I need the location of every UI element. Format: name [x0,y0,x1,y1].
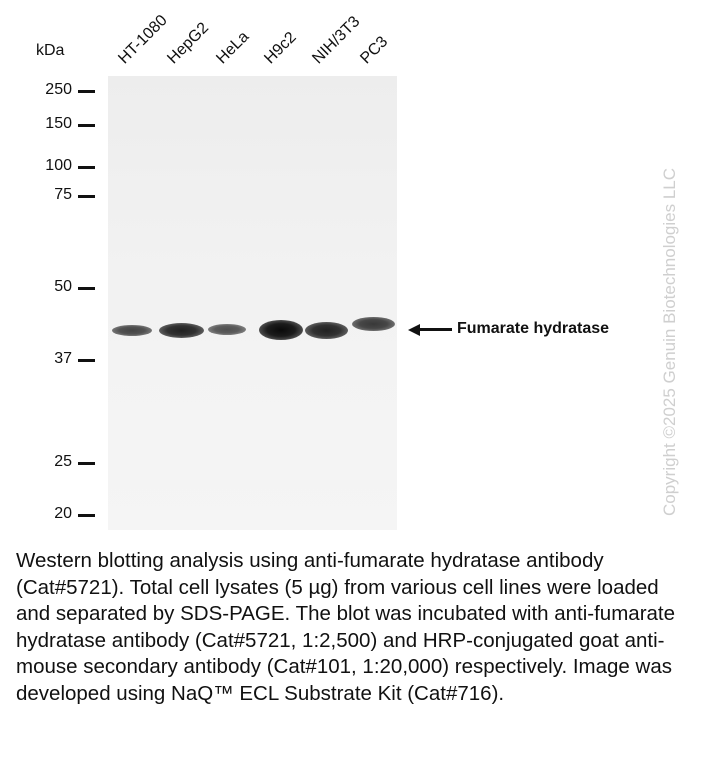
marker-label-150: 150 [45,115,72,132]
lane-label-ht-1080: HT-1080 [115,11,171,68]
figure-caption: Western blotting analysis using anti-fum… [16,549,676,705]
marker-tick-25 [78,462,95,465]
band-ht-1080 [112,325,152,336]
lane-label-h9c2: H9c2 [261,28,300,68]
marker-tick-20 [78,514,95,517]
band-nih3t3 [305,322,348,339]
band-annotation: Fumarate hydratase [457,320,610,337]
marker-tick-250 [78,90,95,93]
marker-label-100: 100 [45,157,72,174]
band-pc3 [352,317,395,331]
marker-tick-150 [78,124,95,127]
band-hepg2 [159,323,204,338]
marker-tick-50 [78,287,95,290]
band-hela [208,324,246,335]
band-h9c2 [259,320,303,340]
lane-label-nih3t3: NIH/3T3 [309,13,364,68]
marker-label-25: 25 [54,453,72,470]
marker-tick-37 [78,359,95,362]
marker-label-250: 250 [45,81,72,98]
kda-label: kDa [36,42,65,59]
lane-labels: HT-1080 HepG2 HeLa H9c2 NIH/3T3 PC3 [0,0,707,80]
marker-tick-75 [78,195,95,198]
copyright-watermark: Copyright ©2025 Genuin Biotechnologies L… [660,167,679,516]
blot-membrane [108,76,397,530]
marker-label-37: 37 [54,350,72,367]
lane-label-hela: HeLa [213,28,253,68]
arrow-left-icon [408,324,452,336]
western-blot-figure: kDa HT-1080 HepG2 HeLa H9c2 NIH/3T3 PC3 … [0,0,707,530]
marker-label-20: 20 [54,505,72,522]
marker-label-75: 75 [54,186,72,203]
lane-label-hepg2: HepG2 [164,19,213,68]
lane-label-pc3: PC3 [357,33,392,68]
marker-tick-100 [78,166,95,169]
marker-label-50: 50 [54,278,72,295]
